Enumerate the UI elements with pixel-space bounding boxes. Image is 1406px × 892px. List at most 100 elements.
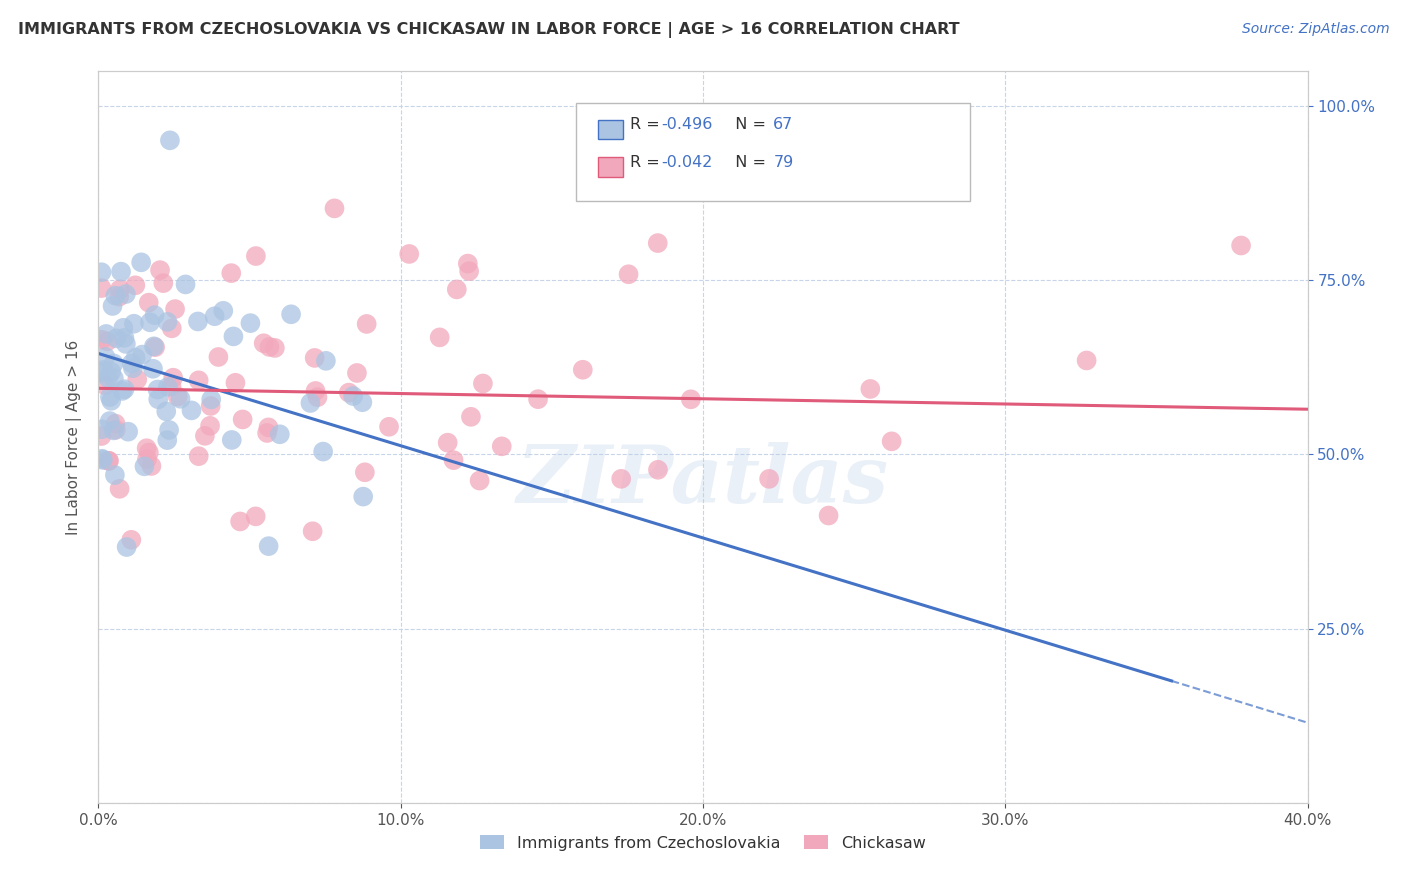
Point	[134, 459, 156, 474]
Point	[200, 399, 222, 413]
Y-axis label: In Labor Force | Age > 16: In Labor Force | Age > 16	[66, 340, 83, 534]
Point	[232, 412, 254, 426]
Point	[647, 463, 669, 477]
Point	[194, 429, 217, 443]
Point	[354, 465, 377, 479]
Point	[94, 350, 117, 364]
Point	[104, 423, 127, 437]
Point	[124, 278, 146, 293]
Point	[352, 490, 374, 504]
Point	[572, 363, 595, 377]
Point	[98, 390, 121, 404]
Point	[91, 451, 114, 466]
Point	[146, 383, 169, 397]
Point	[165, 302, 187, 317]
Point	[93, 363, 115, 377]
Point	[346, 366, 368, 380]
Point	[96, 326, 118, 341]
Point	[299, 396, 322, 410]
Point	[1230, 238, 1253, 252]
Point	[103, 371, 125, 385]
Point	[398, 247, 420, 261]
Point	[100, 393, 122, 408]
Point	[98, 454, 121, 468]
Point	[162, 370, 184, 384]
Point	[647, 236, 669, 251]
Point	[122, 361, 145, 376]
Point	[269, 427, 291, 442]
Point	[108, 282, 131, 296]
Point	[90, 422, 112, 436]
Point	[96, 334, 118, 349]
Point	[323, 202, 346, 216]
Point	[468, 474, 491, 488]
Text: R =: R =	[630, 118, 665, 132]
Point	[315, 354, 337, 368]
Text: -0.042: -0.042	[661, 155, 713, 169]
Point	[187, 373, 209, 387]
Point	[307, 390, 329, 404]
Point	[156, 315, 179, 329]
Point	[108, 482, 131, 496]
Point	[104, 417, 127, 431]
Point	[259, 340, 281, 354]
Text: IMMIGRANTS FROM CZECHOSLOVAKIA VS CHICKASAW IN LABOR FORCE | AGE > 16 CORRELATIO: IMMIGRANTS FROM CZECHOSLOVAKIA VS CHICKA…	[18, 22, 960, 38]
Point	[304, 351, 326, 365]
Point	[446, 282, 468, 296]
Point	[187, 314, 209, 328]
Point	[239, 316, 262, 330]
Point	[124, 351, 146, 365]
Point	[114, 382, 136, 396]
Point	[97, 454, 120, 468]
Point	[187, 449, 209, 463]
Point	[104, 468, 127, 483]
Point	[105, 331, 128, 345]
Point	[94, 378, 117, 392]
Point	[219, 266, 242, 280]
Point	[114, 331, 136, 345]
Point	[180, 403, 202, 417]
Point	[174, 277, 197, 292]
Point	[207, 350, 229, 364]
Point	[253, 336, 276, 351]
Point	[160, 321, 183, 335]
Point	[257, 420, 280, 434]
Point	[429, 330, 451, 344]
Point	[229, 515, 252, 529]
Point	[200, 392, 222, 407]
Point	[114, 287, 136, 301]
Point	[103, 356, 125, 370]
Point	[222, 329, 245, 343]
Point	[122, 317, 145, 331]
Point	[142, 339, 165, 353]
Point	[100, 365, 122, 379]
Point	[115, 337, 138, 351]
Point	[352, 395, 374, 409]
Point	[148, 392, 170, 407]
Point	[98, 414, 121, 428]
Point	[127, 372, 149, 386]
Point	[880, 434, 903, 449]
Point	[245, 249, 267, 263]
Point	[104, 288, 127, 302]
Point	[527, 392, 550, 406]
Point	[458, 264, 481, 278]
Point	[617, 267, 640, 281]
Point	[131, 348, 153, 362]
Point	[212, 303, 235, 318]
Point	[457, 256, 479, 270]
Text: R =: R =	[630, 155, 665, 169]
Point	[152, 276, 174, 290]
Point	[443, 453, 465, 467]
Point	[1076, 353, 1098, 368]
Point	[166, 390, 188, 404]
Point	[112, 320, 135, 334]
Legend: Immigrants from Czechoslovakia, Chickasaw: Immigrants from Czechoslovakia, Chickasa…	[474, 829, 932, 857]
Text: Source: ZipAtlas.com: Source: ZipAtlas.com	[1241, 22, 1389, 37]
Text: 79: 79	[773, 155, 793, 169]
Point	[859, 382, 882, 396]
Point	[204, 310, 226, 324]
Point	[491, 439, 513, 453]
Point	[221, 433, 243, 447]
Point	[156, 433, 179, 447]
